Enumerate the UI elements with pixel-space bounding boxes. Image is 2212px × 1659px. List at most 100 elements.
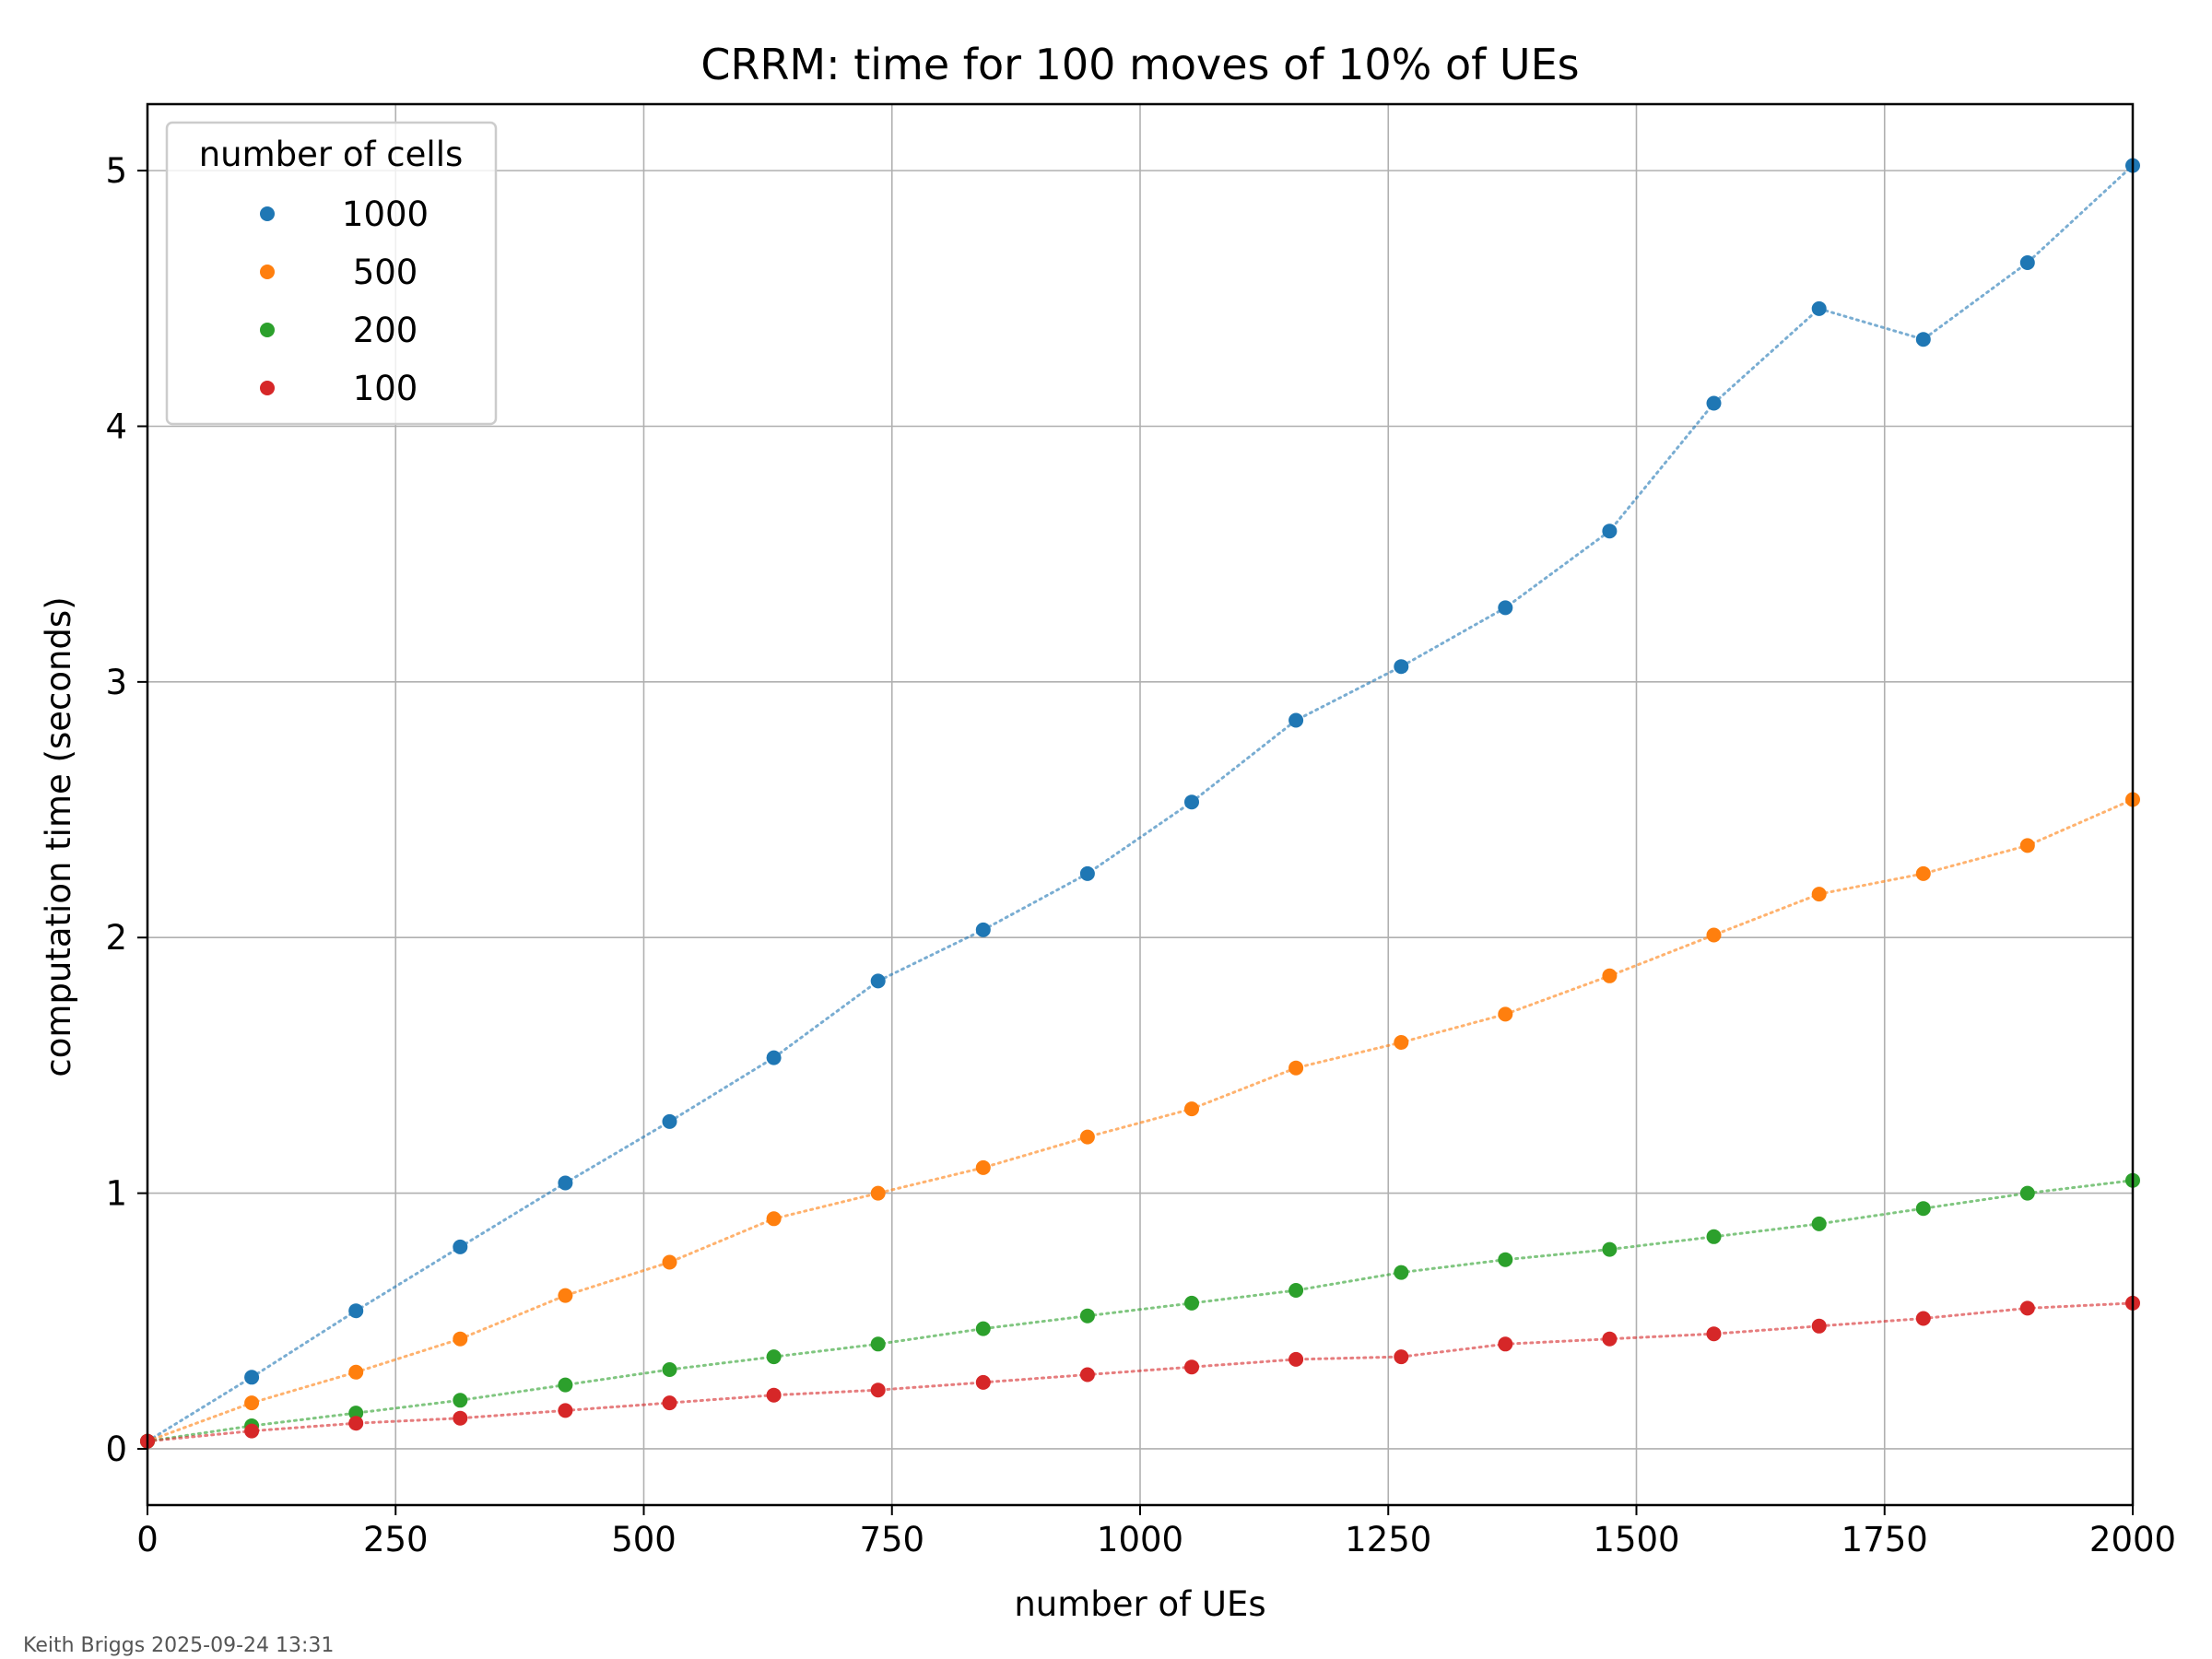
data-point [1394, 659, 1409, 675]
series-100 [140, 1295, 2140, 1449]
data-point [1811, 1216, 1827, 1231]
data-point [558, 1403, 573, 1418]
y-tick-label: 5 [105, 151, 127, 191]
data-point [766, 1349, 782, 1365]
data-point [558, 1377, 573, 1393]
data-point [1706, 1229, 1722, 1244]
data-point [453, 1239, 468, 1254]
x-tick-label: 750 [859, 1520, 924, 1559]
data-point [2019, 1185, 2035, 1201]
data-point [348, 1364, 364, 1380]
data-point [1915, 1311, 1931, 1326]
data-point [1602, 1241, 1618, 1257]
legend-label: 500 [353, 253, 418, 292]
data-point [975, 1321, 991, 1336]
data-point [1706, 395, 1722, 411]
data-point [348, 1416, 364, 1431]
data-point [1288, 1351, 1304, 1367]
data-point [244, 1423, 260, 1439]
data-point [2019, 1300, 2035, 1316]
data-point [870, 1185, 886, 1201]
data-point [453, 1331, 468, 1347]
x-tick-label: 1250 [1345, 1520, 1431, 1559]
y-tick-label: 0 [105, 1430, 127, 1469]
data-point [662, 1395, 677, 1411]
legend-label: 200 [353, 311, 418, 350]
legend-entry: 1000 [260, 194, 429, 234]
x-axis-label: number of UEs [1014, 1584, 1265, 1624]
legend-label: 100 [353, 369, 418, 408]
data-point [1915, 332, 1931, 347]
data-point [1498, 1006, 1513, 1022]
data-point [975, 1374, 991, 1390]
series-line [146, 798, 2135, 1443]
data-point [453, 1410, 468, 1426]
legend-marker [260, 206, 275, 221]
data-point [662, 1113, 677, 1129]
data-point [1184, 1359, 1199, 1375]
chart-title: CRRM: time for 100 moves of 10% of UEs [700, 40, 1579, 89]
data-point [1394, 1265, 1409, 1280]
data-point [1602, 1331, 1618, 1347]
legend: number of cells 1000 500 200 100 [165, 121, 498, 426]
data-point [766, 1211, 782, 1227]
data-point [1706, 1326, 1722, 1342]
legend-entry: 100 [260, 369, 418, 408]
data-point [870, 1336, 886, 1352]
x-tick-label: 2000 [2089, 1520, 2176, 1559]
data-point [975, 1159, 991, 1175]
data-point [1288, 1283, 1304, 1298]
data-point [558, 1175, 573, 1191]
legend-title: number of cells [199, 135, 464, 174]
series-1000 [140, 158, 2140, 1449]
legend-entry: 500 [260, 253, 418, 292]
data-point [1602, 968, 1618, 983]
legend-marker [260, 323, 275, 337]
data-point [1811, 887, 1827, 902]
x-tick-label: 0 [136, 1520, 159, 1559]
data-point [1184, 1295, 1199, 1311]
y-tick-label: 2 [105, 918, 127, 958]
data-point [662, 1254, 677, 1270]
x-tick-label: 1500 [1593, 1520, 1679, 1559]
data-point [1079, 1129, 1095, 1145]
data-point [2019, 255, 2035, 270]
axis-ticks: 0 250 500 750 1000 1250 1500 1750 2000 0 1 2 3 4 5 [105, 151, 2176, 1559]
data-point [1498, 600, 1513, 616]
y-axis-label: computation time (seconds) [39, 596, 78, 1077]
x-tick-label: 500 [611, 1520, 677, 1559]
plot-series [140, 158, 2140, 1449]
data-point [1602, 524, 1618, 539]
data-point [1394, 1035, 1409, 1050]
data-point [453, 1393, 468, 1408]
data-point [244, 1370, 260, 1385]
data-point [975, 922, 991, 937]
data-point [558, 1288, 573, 1303]
data-point [1915, 1201, 1931, 1217]
data-point [1288, 1060, 1304, 1076]
data-point [662, 1362, 677, 1377]
data-point [1079, 1308, 1095, 1324]
data-point [1184, 1101, 1199, 1117]
legend-label: 1000 [342, 194, 429, 234]
x-tick-label: 250 [363, 1520, 429, 1559]
series-500 [140, 792, 2140, 1449]
x-tick-label: 1000 [1097, 1520, 1183, 1559]
data-point [1288, 712, 1304, 728]
data-point [1498, 1252, 1513, 1267]
legend-entries: 1000 500 200 100 [260, 194, 429, 408]
legend-marker [260, 265, 275, 279]
data-point [348, 1406, 364, 1421]
legend-box [165, 121, 498, 426]
y-tick-label: 4 [105, 406, 127, 446]
data-point [766, 1387, 782, 1403]
legend-entry: 200 [260, 311, 418, 350]
data-point [870, 973, 886, 989]
data-point [2019, 838, 2035, 853]
data-point [870, 1382, 886, 1398]
data-point [1811, 300, 1827, 316]
data-point [1498, 1336, 1513, 1352]
data-point [1394, 1349, 1409, 1365]
footer-note: Keith Briggs 2025-09-24 13:31 [23, 1634, 335, 1657]
